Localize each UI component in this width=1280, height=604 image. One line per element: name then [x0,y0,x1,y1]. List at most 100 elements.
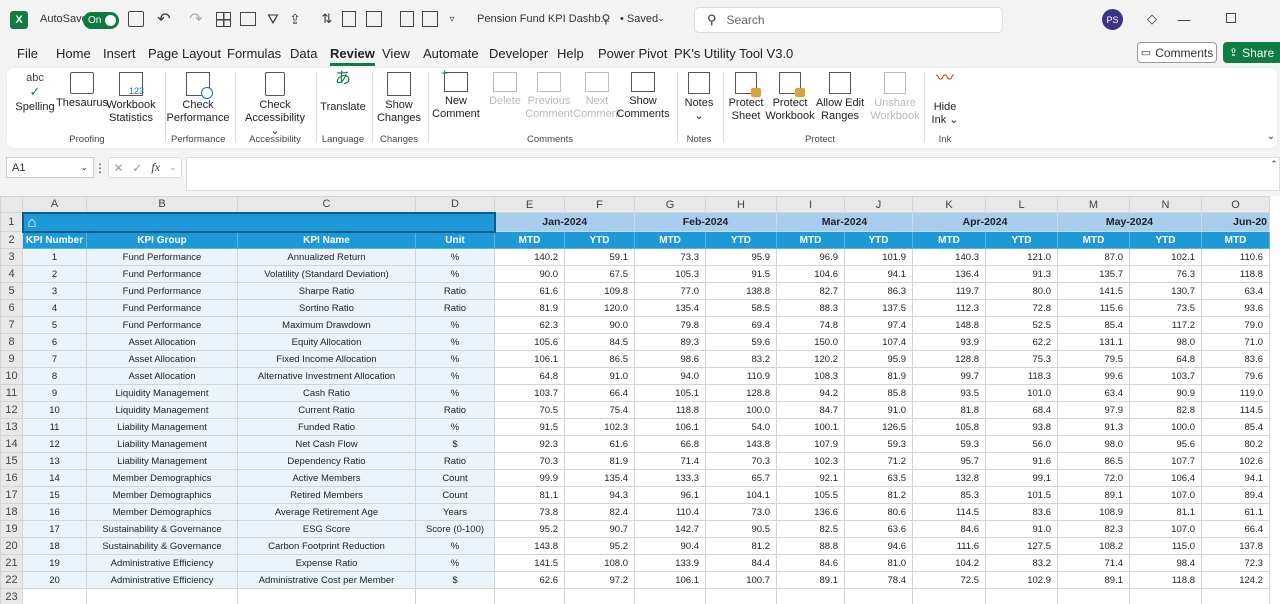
protect-workbook-button[interactable]: Protect Workbook [765,72,815,123]
value-cell[interactable]: 108.9 [1057,503,1130,521]
insert-function-icon[interactable]: fx [151,160,161,174]
value-cell[interactable]: 92.1 [776,469,845,487]
file-name[interactable]: Pension Fund KPI Dashb... [477,13,610,25]
value-cell[interactable]: 81.9 [564,452,635,470]
value-cell[interactable]: 79.0 [1201,316,1270,334]
column-header-g[interactable]: G [634,196,706,213]
month-header[interactable]: Feb-2024 [634,212,777,232]
chevron-down-icon[interactable]: ⌄ [657,12,665,23]
ytd-header[interactable]: YTD [564,231,635,249]
kpi-name-cell[interactable]: Sortino Ratio [237,299,416,317]
kpi-number-cell[interactable]: 13 [22,452,87,470]
ribbon-collapse-icon[interactable]: ⌄ [1266,130,1276,142]
value-cell[interactable]: 72.3 [1201,554,1270,572]
value-cell[interactable]: 71.4 [634,452,706,470]
value-cell[interactable]: 82.8 [1129,401,1202,419]
value-cell[interactable]: 70.3 [705,452,777,470]
value-cell[interactable]: 130.7 [1129,282,1202,300]
value-cell[interactable]: 128.8 [912,350,986,368]
kpi-group-cell[interactable]: Asset Allocation [86,367,238,385]
ytd-header[interactable]: YTD [844,231,913,249]
previous-comment-button[interactable]: Previous Comment [525,72,573,121]
value-cell[interactable]: 104.2 [912,554,986,572]
unit-cell[interactable]: % [415,350,495,368]
mtd-header[interactable]: MTD [776,231,845,249]
value-cell[interactable]: 90.9 [1129,384,1202,402]
value-cell[interactable]: 84.5 [564,333,635,351]
value-cell[interactable]: 100.7 [705,571,777,589]
value-cell[interactable]: 98.6 [634,350,706,368]
formula-input[interactable] [186,157,1280,191]
value-cell[interactable]: 80.6 [844,503,913,521]
value-cell[interactable]: 93.8 [985,418,1058,436]
value-cell[interactable]: 103.7 [1129,367,1202,385]
mtd-header[interactable]: MTD [634,231,706,249]
value-cell[interactable]: 87.0 [1057,248,1130,266]
kpi-group-cell[interactable]: Member Demographics [86,486,238,504]
enter-icon[interactable]: ✓ [132,160,143,175]
delete-comment-button[interactable]: Delete [483,72,527,108]
menu-power-pivot[interactable]: Power Pivot [598,46,668,61]
value-cell[interactable]: 89.4 [1201,486,1270,504]
kpi-number-cell[interactable]: 19 [22,554,87,572]
row-number[interactable]: 1 [0,212,23,232]
unit-cell[interactable]: Count [415,486,495,504]
value-cell[interactable]: 81.2 [844,486,913,504]
value-cell[interactable]: 84.6 [912,520,986,538]
row-number[interactable]: 17 [0,486,23,504]
empty-cell[interactable] [1129,588,1202,604]
row-number[interactable]: 13 [0,418,23,436]
value-cell[interactable]: 98.0 [1129,333,1202,351]
value-cell[interactable]: 103.7 [494,384,565,402]
value-cell[interactable]: 62.3 [494,316,565,334]
restore-icon[interactable] [1226,13,1236,23]
column-header-e[interactable]: E [494,196,565,213]
month-header[interactable]: May-2024 [1057,212,1202,232]
column-header-n[interactable]: N [1129,196,1202,213]
comments-button[interactable]: ▭ Comments [1137,42,1217,63]
value-cell[interactable]: 135.7 [1057,265,1130,283]
kpi-name-cell[interactable]: Net Cash Flow [237,435,416,453]
chart-icon[interactable] [422,11,438,27]
column-header-i[interactable]: I [776,196,845,213]
value-cell[interactable]: 99.9 [494,469,565,487]
kpi-number-cell[interactable]: 3 [22,282,87,300]
value-cell[interactable]: 95.7 [912,452,986,470]
value-cell[interactable]: 105.6 [494,333,565,351]
row-number[interactable]: 23 [0,588,23,604]
mtd-header[interactable]: MTD [1201,231,1270,249]
value-cell[interactable]: 90.0 [494,265,565,283]
month-header[interactable]: Jun-20 [1201,212,1270,232]
empty-cell[interactable] [415,588,495,604]
value-cell[interactable]: 88.8 [776,537,845,555]
share-button[interactable]: ⇪ Share [1223,42,1280,63]
empty-cell[interactable] [705,588,777,604]
value-cell[interactable]: 91.0 [564,367,635,385]
column-header-c[interactable]: C [237,196,416,213]
value-cell[interactable]: 91.5 [494,418,565,436]
value-cell[interactable]: 133.9 [634,554,706,572]
unit-cell[interactable]: % [415,265,495,283]
value-cell[interactable]: 62.6 [494,571,565,589]
value-cell[interactable]: 94.0 [634,367,706,385]
home-icon[interactable]: ⌂ [27,213,37,231]
kpi-group-cell[interactable]: Administrative Efficiency [86,571,238,589]
undo-icon[interactable]: ↶ [157,11,171,28]
kpi-number-cell[interactable]: 8 [22,367,87,385]
allow-edit-ranges-button[interactable]: Allow Edit Ranges [815,72,865,123]
empty-cell[interactable] [985,588,1058,604]
menu-developer[interactable]: Developer [489,46,549,61]
kpi-group-cell[interactable]: Sustainability & Governance [86,537,238,555]
share-arrow-icon[interactable]: ⇪ [289,10,301,27]
value-cell[interactable]: 63.4 [1057,384,1130,402]
mtd-header[interactable]: MTD [494,231,565,249]
row-number[interactable]: 20 [0,537,23,555]
empty-cell[interactable] [22,588,87,604]
value-cell[interactable]: 58.5 [705,299,777,317]
value-cell[interactable]: 78.4 [844,571,913,589]
menu-pk-utility[interactable]: PK's Utility Tool V3.0 [674,46,794,61]
value-cell[interactable]: 136.4 [912,265,986,283]
value-cell[interactable]: 143.8 [494,537,565,555]
value-cell[interactable]: 64.8 [1129,350,1202,368]
kpi-group-cell[interactable]: Liability Management [86,418,238,436]
